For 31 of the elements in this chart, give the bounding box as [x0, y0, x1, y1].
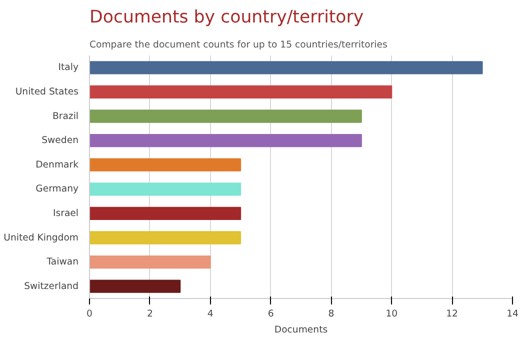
y-tick-label: Denmark: [36, 159, 80, 170]
y-tick-label: Switzerland: [24, 280, 79, 292]
bar: [90, 110, 362, 123]
bar: [90, 231, 242, 244]
chart-subtitle: Compare the document counts for up to 15 countries/territories: [90, 40, 388, 50]
y-tick-label: Brazil: [52, 110, 78, 122]
y-tick-label: United Kingdom: [4, 232, 79, 244]
bar: [90, 182, 242, 196]
bar: [90, 85, 392, 99]
x-tick-label: 6: [268, 308, 274, 320]
bar: [90, 134, 362, 148]
x-tick-label: 10: [386, 308, 398, 320]
y-tick-label: Israel: [53, 208, 79, 219]
bar: [90, 61, 483, 74]
x-axis-title: Documents: [274, 324, 328, 336]
y-tick-label: Sweden: [42, 135, 79, 146]
x-tick-label: 8: [328, 308, 334, 320]
chart-title: Documents by country/territory: [90, 8, 364, 28]
bar: [90, 158, 242, 172]
bar: [90, 255, 211, 269]
bar: [90, 206, 242, 220]
y-tick-label: Taiwan: [46, 256, 79, 268]
y-tick-label: Germany: [36, 184, 79, 195]
x-tick-label: 12: [446, 308, 458, 320]
x-tick-label: 4: [207, 308, 214, 320]
x-tick-label: 14: [506, 308, 518, 320]
x-tick-label: 2: [146, 308, 153, 320]
y-tick-label: United States: [15, 86, 79, 98]
x-tick-label: 0: [86, 308, 93, 320]
y-tick-label: Italy: [58, 62, 79, 74]
bar: [90, 280, 181, 293]
